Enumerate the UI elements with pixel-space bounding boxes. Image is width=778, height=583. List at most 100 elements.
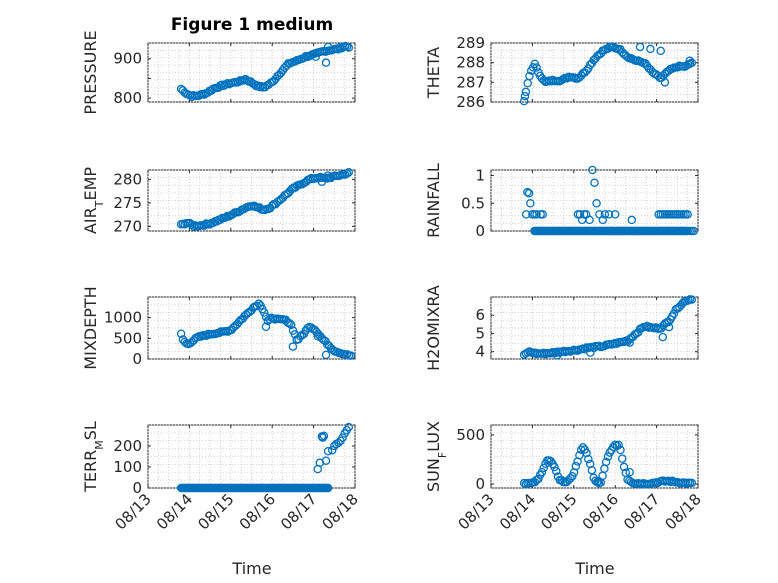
y-tick-label: 100 bbox=[113, 458, 142, 476]
data-point bbox=[610, 210, 620, 219]
data-point bbox=[600, 210, 610, 219]
data-point bbox=[660, 78, 670, 87]
x-axis-label-left: Time bbox=[231, 559, 271, 578]
y-axis-label: TERRMSL bbox=[81, 421, 106, 493]
data-point bbox=[176, 329, 186, 338]
data-point bbox=[687, 478, 697, 488]
data-point bbox=[616, 445, 625, 455]
data-point bbox=[614, 440, 623, 450]
data-point bbox=[344, 43, 354, 52]
y-axis-label: MIXDEPTH bbox=[81, 286, 100, 369]
x-tick-label: 08/16 bbox=[579, 490, 622, 533]
data-point bbox=[610, 440, 620, 450]
x-tick-label: 08/13 bbox=[455, 490, 498, 533]
subplot-3: 270 275 280 AIRTEMP bbox=[81, 167, 356, 235]
y-axis-label-subscript: T bbox=[93, 200, 106, 208]
data-point bbox=[537, 467, 547, 477]
data-point bbox=[613, 226, 622, 236]
data-point bbox=[625, 467, 634, 477]
data-point bbox=[299, 53, 309, 63]
subplot-1: 800 900 PRESSURE bbox=[81, 30, 356, 115]
data-point bbox=[646, 44, 655, 54]
data-point bbox=[327, 445, 337, 455]
data-point bbox=[532, 63, 541, 72]
x-tick-label: 08/15 bbox=[194, 490, 237, 533]
y-tick-label: 287 bbox=[456, 73, 485, 91]
data-point bbox=[550, 462, 559, 472]
data-point bbox=[687, 295, 697, 304]
x-tick-label: 08/18 bbox=[319, 490, 362, 533]
y-axis-label: PRESSURE bbox=[81, 30, 100, 114]
subplot-6: 456 H2OMIXRA bbox=[424, 285, 699, 371]
data-point bbox=[525, 71, 534, 81]
y-tick-label: 270 bbox=[113, 217, 142, 235]
y-tick-label: 275 bbox=[113, 194, 142, 212]
data-point bbox=[552, 351, 562, 360]
data-point bbox=[221, 213, 230, 222]
y-axis-label: THETA bbox=[424, 47, 443, 99]
data-point bbox=[658, 332, 668, 342]
data-point bbox=[346, 351, 356, 360]
data-point bbox=[519, 96, 529, 106]
y-tick-label: 6 bbox=[475, 306, 485, 324]
y-axis-label: SUNFLUX bbox=[424, 421, 449, 492]
x-tick-label: 08/18 bbox=[662, 490, 705, 533]
data-point bbox=[551, 466, 561, 476]
data-point bbox=[604, 210, 614, 219]
data-point bbox=[313, 332, 322, 341]
data-point bbox=[539, 463, 548, 473]
data-point bbox=[287, 320, 296, 330]
x-tick-label: 08/16 bbox=[236, 490, 279, 533]
y-tick-label: 0 bbox=[475, 475, 485, 493]
y-tick-label: 286 bbox=[456, 93, 485, 111]
y-tick-label: 5 bbox=[475, 324, 485, 342]
data-point bbox=[593, 477, 602, 487]
data-point bbox=[664, 322, 674, 332]
data-point bbox=[285, 319, 294, 328]
y-axis-label-main: AIR bbox=[81, 207, 100, 234]
y-tick-label: 0 bbox=[132, 479, 142, 497]
data-point bbox=[582, 448, 591, 458]
y-axis-label-subscript: M bbox=[93, 440, 106, 450]
data-point bbox=[323, 483, 333, 493]
data-point bbox=[526, 199, 535, 208]
data-point bbox=[623, 52, 632, 62]
y-axis-label-rest: SL bbox=[81, 421, 100, 440]
data-point bbox=[617, 454, 627, 463]
data-point bbox=[606, 226, 616, 236]
data-point bbox=[587, 465, 597, 475]
data-point bbox=[319, 431, 329, 441]
y-tick-label: 1 bbox=[475, 167, 485, 185]
data-point bbox=[344, 422, 354, 432]
data-point bbox=[261, 322, 271, 332]
x-tick-label: 08/14 bbox=[496, 490, 539, 533]
data-point bbox=[521, 210, 531, 219]
data-point bbox=[321, 350, 331, 360]
y-axis-label-main: TERR bbox=[81, 450, 100, 493]
data-point bbox=[571, 461, 581, 471]
data-point bbox=[323, 171, 333, 180]
data-point bbox=[520, 91, 530, 101]
data-point bbox=[656, 46, 665, 56]
data-point bbox=[534, 474, 543, 484]
data-point bbox=[588, 165, 597, 175]
y-axis-label-main: SUN bbox=[424, 458, 443, 492]
data-point bbox=[318, 433, 327, 442]
x-tick-label: 08/17 bbox=[277, 490, 320, 533]
data-point bbox=[532, 210, 541, 219]
y-axis-label: H2OMIXRA bbox=[424, 285, 443, 371]
data-point bbox=[625, 338, 634, 347]
y-tick-label: 0.5 bbox=[461, 194, 485, 212]
data-point bbox=[689, 226, 699, 236]
y-axis-label-rest: LUX bbox=[424, 421, 443, 452]
y-tick-label: 289 bbox=[456, 34, 485, 52]
subplot-4: 0 0.5 1 RAINFALL bbox=[424, 163, 699, 240]
data-point bbox=[575, 210, 585, 219]
y-tick-label: 800 bbox=[113, 89, 142, 107]
data-point bbox=[538, 210, 548, 219]
data-point bbox=[592, 199, 601, 208]
